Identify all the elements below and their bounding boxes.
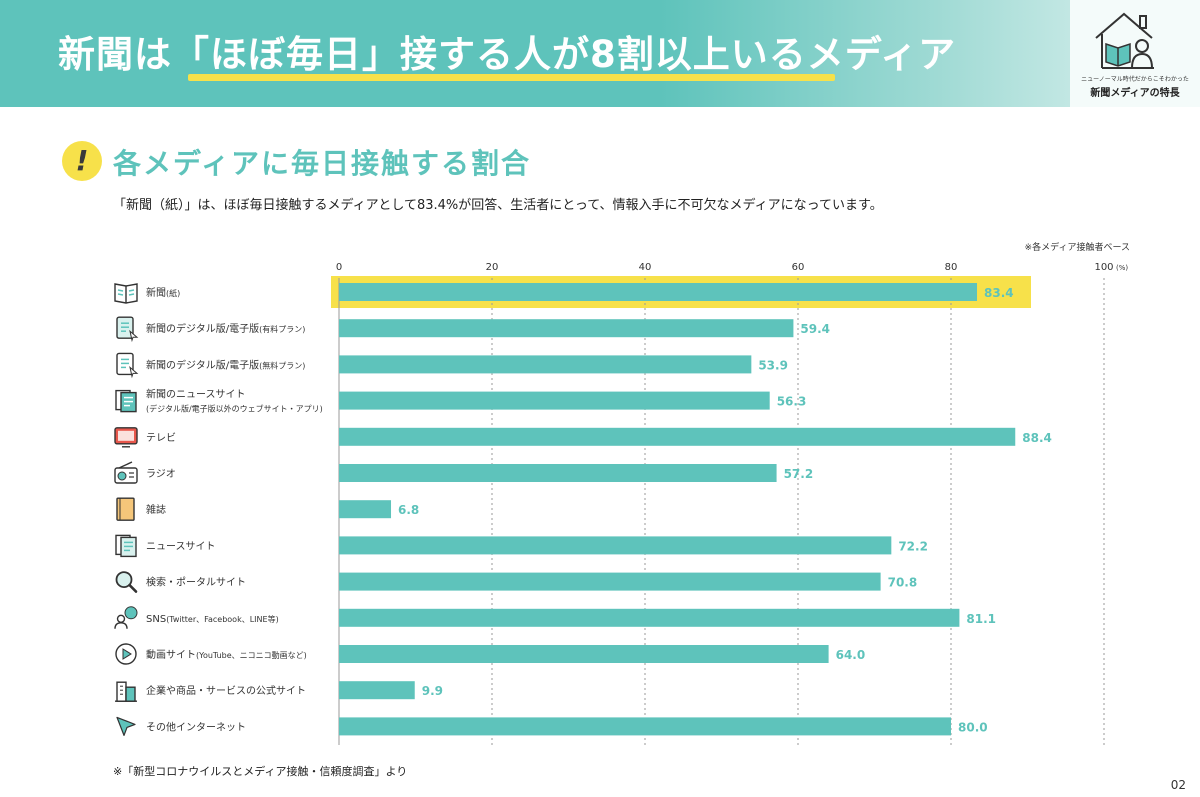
- play-icon: [115, 643, 137, 665]
- cursor-icon: [116, 716, 136, 737]
- value-label: 83.4: [984, 286, 1014, 300]
- x-tick-label: 40: [639, 262, 652, 273]
- bar: [339, 572, 881, 591]
- x-tick-label: 100: [1094, 262, 1113, 273]
- bar: [339, 681, 415, 700]
- category-label-main: 新聞: [146, 286, 166, 299]
- title-underline: [188, 74, 835, 81]
- category-label-main: 動画サイト: [146, 648, 196, 661]
- x-tick-label: 80: [945, 262, 958, 273]
- building-icon: [115, 681, 137, 702]
- category-label-main: SNS: [146, 614, 166, 625]
- category-label-main: その他インターネット: [146, 720, 246, 733]
- category-label: SNS(Twitter、Facebook、LINE等): [146, 614, 279, 625]
- section-title: 各メディアに毎日接触する割合: [113, 147, 532, 180]
- news-site-icon: [115, 534, 137, 558]
- sns-icon: [114, 606, 138, 629]
- base-note: ※各メディア接触者ベース: [1024, 243, 1130, 253]
- brand-title: 新聞メディアの特長: [1090, 88, 1180, 99]
- bar: [339, 536, 892, 555]
- category-label-sub: (有料プラン): [259, 324, 305, 334]
- value-label: 88.4: [1022, 431, 1052, 445]
- header-band: 新聞は「ほぼ毎日」接する人が8割以上いるメディア ニューノーマル時代だからこそわ…: [0, 0, 1200, 107]
- category-label-main: 検索・ポータルサイト: [146, 576, 246, 589]
- bar: [339, 319, 794, 338]
- value-label: 6.8: [398, 503, 419, 517]
- value-label: 56.3: [777, 395, 807, 409]
- category-label-main: ニュースサイト: [146, 540, 216, 552]
- category-label: 新聞のニュースサイト: [146, 388, 246, 401]
- footnote: ※「新型コロナウイルスとメディア接触・信頼度調査」より: [113, 765, 408, 778]
- category-label: 新聞のデジタル版/電子版(有料プラン): [146, 322, 305, 335]
- category-label: 検索・ポータルサイト: [146, 576, 246, 589]
- brand-badge: ニューノーマル時代だからこそわかった 新聞メディアの特長: [1070, 0, 1200, 107]
- x-tick-label: 20: [486, 262, 499, 273]
- category-label-main: 新聞のデジタル版/電子版: [146, 358, 259, 371]
- value-label: 81.1: [966, 612, 996, 626]
- category-label: 新聞(紙): [146, 286, 180, 299]
- news-site-doc-icon: [115, 389, 137, 413]
- bar: [339, 391, 770, 410]
- value-label: 53.9: [758, 358, 788, 372]
- page-title: 新聞は「ほぼ毎日」接する人が8割以上いるメディア: [58, 33, 957, 76]
- bar: [339, 464, 777, 482]
- house-reading-icon: [1095, 12, 1154, 69]
- bar: [339, 355, 752, 374]
- category-label-sub: (YouTube、ニコニコ動画など): [196, 651, 307, 660]
- category-label: 雑誌: [146, 503, 166, 516]
- category-label-main: 新聞のデジタル版/電子版: [146, 322, 259, 335]
- value-label: 57.2: [784, 467, 814, 481]
- category-label-main: ラジオ: [146, 468, 176, 480]
- digital-paid-icon: [116, 316, 139, 343]
- brand-subtitle: ニューノーマル時代だからこそわかった: [1081, 76, 1189, 83]
- value-label: 64.0: [836, 648, 866, 662]
- category-label-sub: (無料プラン): [259, 360, 305, 370]
- category-label: ラジオ: [146, 468, 176, 480]
- tv-icon: [114, 427, 138, 448]
- category-label: テレビ: [146, 432, 176, 444]
- bar: [339, 645, 829, 663]
- category-label: 新聞のデジタル版/電子版(無料プラン): [146, 358, 305, 371]
- value-label: 59.4: [800, 322, 830, 336]
- x-unit-label: (%): [1116, 264, 1128, 272]
- category-label-main: 新聞のニュースサイト: [146, 388, 246, 401]
- newspaper-icon: [114, 283, 138, 304]
- description-text: 「新聞（紙）」は、ほぼ毎日接触するメディアとして83.4%が回答、生活者にとって…: [113, 198, 883, 213]
- category-label-main: 企業や商品・サービスの公式サイト: [146, 684, 306, 697]
- magazine-icon: [116, 497, 135, 521]
- digital-free-icon: [116, 352, 139, 379]
- x-tick-label: 60: [792, 262, 805, 273]
- bar: [339, 427, 1016, 446]
- bar: [339, 608, 960, 627]
- value-label: 80.0: [958, 720, 988, 734]
- category-label: その他インターネット: [146, 720, 246, 733]
- category-label: ニュースサイト: [146, 540, 216, 552]
- bar: [339, 717, 951, 736]
- category-label: 動画サイト(YouTube、ニコニコ動画など): [146, 648, 307, 661]
- page-number: 02: [1170, 778, 1186, 792]
- category-label-main: 雑誌: [146, 503, 166, 516]
- category-label-sub: (Twitter、Facebook、LINE等): [166, 614, 279, 624]
- exclamation-icon: !: [62, 141, 102, 181]
- x-tick-label: 0: [336, 262, 342, 273]
- category-label: 企業や商品・サービスの公式サイト: [146, 684, 306, 697]
- category-label-sub: (デジタル版/電子版以外のウェブサイト・アプリ): [146, 404, 323, 414]
- radio-icon: [114, 461, 138, 484]
- value-label: 9.9: [422, 684, 443, 698]
- value-label: 70.8: [888, 576, 918, 590]
- search-icon: [115, 571, 138, 593]
- category-label-main: テレビ: [146, 432, 176, 444]
- category-label-sub: (紙): [166, 288, 180, 298]
- bar: [339, 500, 392, 519]
- value-label: 72.2: [898, 539, 928, 553]
- bar: [339, 283, 978, 301]
